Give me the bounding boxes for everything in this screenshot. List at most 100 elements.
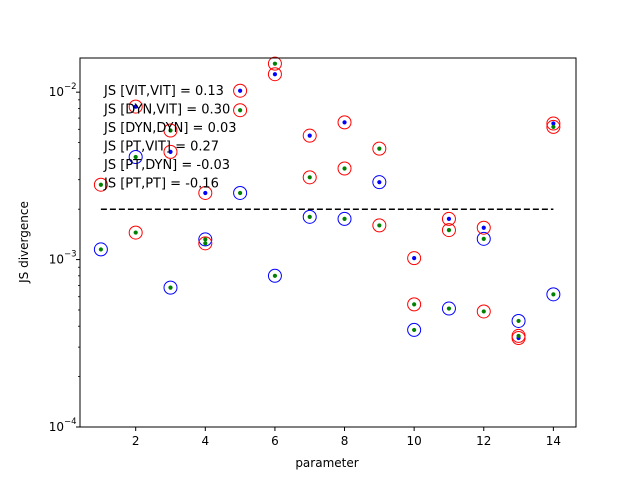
- green-dot-point: [377, 223, 382, 228]
- red-circle-point: [372, 141, 387, 156]
- marks-layer: [93, 56, 561, 346]
- y-tick-label: 10: [49, 420, 64, 434]
- x-tick-label: 14: [546, 434, 561, 448]
- blue-dot-point: [307, 133, 312, 138]
- correlation-annotation: JS [PT,DYN] = -0.03: [103, 158, 230, 173]
- red-circle-point: [476, 220, 491, 235]
- red-circle-point: [267, 67, 282, 82]
- green-dot-point: [481, 236, 486, 241]
- green-dot-point: [238, 108, 243, 113]
- green-dot-point: [168, 128, 173, 133]
- blue-circle-point: [302, 209, 317, 224]
- green-dot-point: [272, 273, 278, 278]
- y-tick-exponent: −4: [64, 417, 77, 427]
- correlation-annotation: JS [PT,PT] = -0.16: [103, 177, 219, 192]
- blue-circle-point: [407, 322, 422, 337]
- y-tick-label: 10: [49, 85, 64, 99]
- blue-circle-point: [546, 287, 561, 302]
- red-circle-point: [128, 225, 143, 240]
- green-dot-point: [446, 228, 452, 233]
- green-dot-point: [272, 61, 278, 66]
- blue-circle-point: [372, 175, 387, 190]
- green-dot-point: [446, 306, 452, 311]
- red-circle-point: [407, 251, 422, 266]
- red-circle-point: [372, 218, 387, 233]
- green-dot-point: [377, 146, 382, 151]
- blue-circle-point: [198, 232, 213, 247]
- blue-circle-point: [441, 301, 456, 316]
- x-tick-label: 4: [201, 434, 209, 448]
- correlation-annotation: JS [VIT,VIT] = 0.13: [103, 84, 224, 99]
- red-circle-point: [198, 236, 213, 251]
- x-tick-label: 10: [407, 434, 422, 448]
- red-circle-point: [511, 331, 526, 346]
- blue-circle-point: [233, 185, 248, 200]
- red-circle-point: [546, 119, 561, 134]
- x-tick-label: 12: [476, 434, 491, 448]
- blue-dot-point: [133, 104, 138, 109]
- green-dot-point: [516, 318, 521, 324]
- green-dot-point: [481, 309, 486, 314]
- blue-dot-point: [168, 149, 173, 154]
- green-dot-point: [133, 154, 138, 160]
- green-dot-point: [168, 285, 173, 290]
- plot-frame: [79, 57, 577, 428]
- y-axis-label: JS divergence: [17, 201, 31, 284]
- red-circle-point: [233, 103, 248, 118]
- green-dot-point: [98, 247, 103, 252]
- green-dot-point: [412, 327, 417, 333]
- green-dot-point: [203, 241, 208, 246]
- blue-dot-point: [342, 120, 347, 125]
- red-circle-point: [163, 144, 178, 159]
- blue-dot-point: [446, 216, 452, 221]
- blue-circle-point: [511, 313, 526, 328]
- green-dot-point: [342, 166, 347, 171]
- blue-dot-point: [412, 256, 417, 261]
- red-circle-point: [302, 170, 317, 185]
- green-dot-point: [516, 333, 521, 339]
- green-dot-point: [238, 190, 243, 196]
- x-tick-label: 6: [271, 434, 279, 448]
- red-circle-point: [337, 161, 352, 176]
- green-dot-point: [307, 175, 312, 180]
- y-tick-exponent: −2: [64, 82, 77, 92]
- red-circle-point: [407, 297, 422, 312]
- green-dot-point: [342, 216, 347, 221]
- y-tick-label: 10: [49, 253, 64, 267]
- red-circle-point: [128, 99, 143, 114]
- blue-dot-point: [203, 190, 208, 196]
- blue-dot-point: [238, 88, 243, 93]
- red-circle-point: [267, 56, 282, 71]
- blue-circle-point: [163, 280, 178, 295]
- red-circle-point: [163, 123, 178, 138]
- correlation-annotation: JS [PT,VIT] = 0.27: [103, 140, 219, 155]
- red-circle-point: [546, 116, 561, 131]
- green-dot-point: [412, 302, 417, 307]
- blue-dot-point: [551, 121, 556, 126]
- green-dot-point: [203, 237, 208, 242]
- green-dot-point: [307, 214, 312, 219]
- green-dot-point: [551, 292, 556, 297]
- y-tick-exponent: −3: [64, 250, 77, 260]
- green-dot-point: [133, 230, 138, 235]
- blue-dot-point: [377, 180, 382, 185]
- correlation-annotation: JS [DYN,DYN] = 0.03: [103, 121, 237, 136]
- annotations-layer: JS [VIT,VIT] = 0.13 JS [DYN,VIT] = 0.30 JS…: [103, 84, 237, 192]
- green-dot-point: [98, 182, 103, 187]
- correlation-annotation: JS [DYN,VIT] = 0.30: [103, 103, 230, 118]
- green-dot-point: [551, 124, 556, 130]
- x-axis-label: parameter: [295, 456, 358, 470]
- red-circle-point: [302, 128, 317, 143]
- red-circle-point: [476, 304, 491, 319]
- blue-circle-point: [93, 242, 108, 257]
- red-circle-point: [441, 223, 456, 238]
- red-circle-point: [337, 115, 352, 130]
- blue-dot-point: [481, 225, 486, 230]
- x-tick-label: 8: [341, 434, 349, 448]
- red-circle-point: [198, 185, 213, 200]
- blue-circle-point: [337, 211, 352, 226]
- x-tick-label: 2: [132, 434, 140, 448]
- red-circle-point: [441, 211, 456, 226]
